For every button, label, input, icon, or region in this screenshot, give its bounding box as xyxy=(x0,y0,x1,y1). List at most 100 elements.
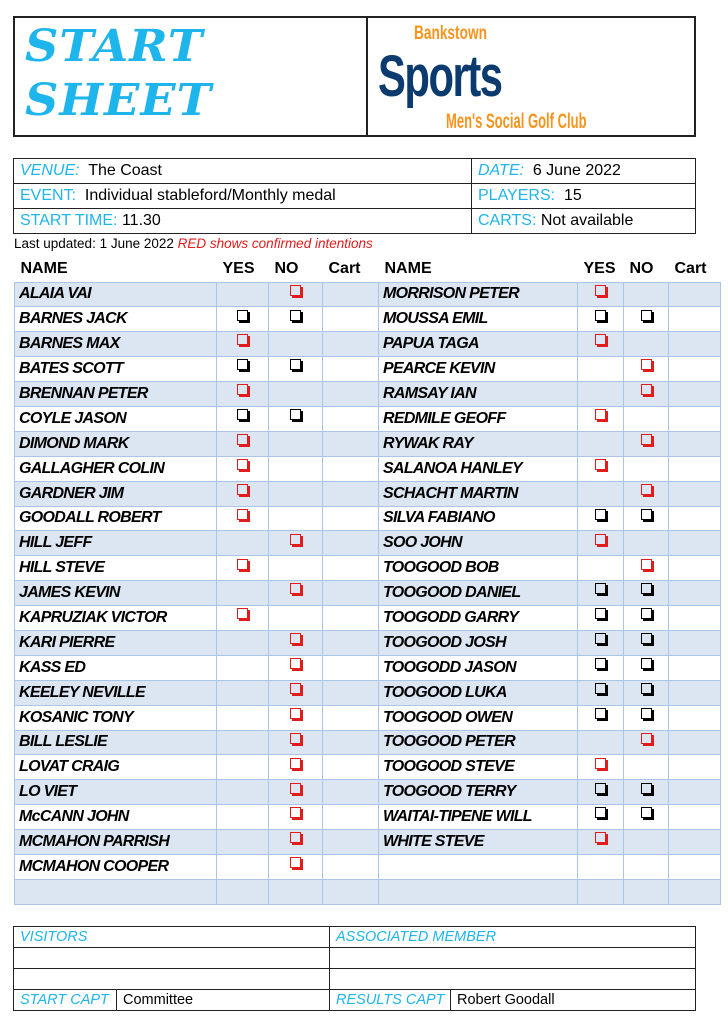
confirmed-checkbox-icon[interactable] xyxy=(640,384,652,396)
yes-cell[interactable] xyxy=(216,853,269,880)
cart-cell[interactable] xyxy=(322,281,379,308)
no-cell[interactable] xyxy=(268,306,323,333)
yes-cell[interactable] xyxy=(216,381,269,407)
confirmed-checkbox-icon[interactable] xyxy=(290,832,301,844)
no-cell[interactable] xyxy=(623,679,669,706)
cart-cell[interactable] xyxy=(322,306,379,333)
no-cell[interactable] xyxy=(623,853,669,880)
checkbox-icon[interactable] xyxy=(640,583,652,595)
confirmed-checkbox-icon[interactable] xyxy=(237,384,248,396)
checkbox-icon[interactable] xyxy=(237,309,248,321)
checkbox-icon[interactable] xyxy=(290,309,301,321)
yes-cell[interactable] xyxy=(577,853,624,880)
cart-cell[interactable] xyxy=(322,853,379,880)
checkbox-icon[interactable] xyxy=(640,782,652,794)
confirmed-checkbox-icon[interactable] xyxy=(237,483,248,495)
yes-cell[interactable] xyxy=(216,530,269,557)
yes-cell[interactable] xyxy=(216,829,269,855)
no-cell[interactable] xyxy=(268,356,323,383)
confirmed-checkbox-icon[interactable] xyxy=(640,558,652,570)
yes-cell[interactable] xyxy=(577,729,624,756)
cart-cell[interactable] xyxy=(322,679,379,706)
cart-cell[interactable] xyxy=(322,605,379,631)
confirmed-checkbox-icon[interactable] xyxy=(290,682,301,694)
yes-cell[interactable] xyxy=(216,729,269,756)
no-cell[interactable] xyxy=(623,829,669,855)
yes-cell[interactable] xyxy=(216,505,269,532)
yes-cell[interactable] xyxy=(577,679,624,706)
cart-cell[interactable] xyxy=(668,829,721,855)
confirmed-checkbox-icon[interactable] xyxy=(595,334,606,346)
cart-cell[interactable] xyxy=(668,804,721,831)
confirmed-checkbox-icon[interactable] xyxy=(595,409,606,421)
yes-cell[interactable] xyxy=(577,430,624,457)
yes-cell[interactable] xyxy=(577,405,624,432)
cart-cell[interactable] xyxy=(668,555,721,582)
yes-cell[interactable] xyxy=(577,829,624,855)
yes-cell[interactable] xyxy=(577,878,624,905)
cart-cell[interactable] xyxy=(668,281,721,308)
no-cell[interactable] xyxy=(268,281,323,308)
no-cell[interactable] xyxy=(623,356,669,383)
no-cell[interactable] xyxy=(623,629,669,656)
no-cell[interactable] xyxy=(268,605,323,631)
no-cell[interactable] xyxy=(268,804,323,831)
confirmed-checkbox-icon[interactable] xyxy=(640,434,652,446)
confirmed-checkbox-icon[interactable] xyxy=(237,434,248,446)
no-cell[interactable] xyxy=(268,430,323,457)
cart-cell[interactable] xyxy=(668,480,721,507)
no-cell[interactable] xyxy=(268,505,323,532)
cart-cell[interactable] xyxy=(668,605,721,631)
cart-cell[interactable] xyxy=(322,779,379,806)
confirmed-checkbox-icon[interactable] xyxy=(640,732,652,744)
no-cell[interactable] xyxy=(268,555,323,582)
checkbox-icon[interactable] xyxy=(290,359,301,371)
checkbox-icon[interactable] xyxy=(595,508,606,520)
checkbox-icon[interactable] xyxy=(640,608,652,620)
checkbox-icon[interactable] xyxy=(595,782,606,794)
confirmed-checkbox-icon[interactable] xyxy=(290,707,301,719)
no-cell[interactable] xyxy=(268,405,323,432)
yes-cell[interactable] xyxy=(216,779,269,806)
cart-cell[interactable] xyxy=(668,754,721,781)
associated-field[interactable] xyxy=(329,968,696,990)
yes-cell[interactable] xyxy=(577,455,624,482)
yes-cell[interactable] xyxy=(577,381,624,407)
no-cell[interactable] xyxy=(623,455,669,482)
cart-cell[interactable] xyxy=(322,555,379,582)
confirmed-checkbox-icon[interactable] xyxy=(290,782,301,794)
no-cell[interactable] xyxy=(623,878,669,905)
yes-cell[interactable] xyxy=(216,878,269,905)
confirmed-checkbox-icon[interactable] xyxy=(640,483,652,495)
no-cell[interactable] xyxy=(268,729,323,756)
no-cell[interactable] xyxy=(623,580,669,607)
no-cell[interactable] xyxy=(268,679,323,706)
no-cell[interactable] xyxy=(623,381,669,407)
no-cell[interactable] xyxy=(623,754,669,781)
yes-cell[interactable] xyxy=(577,654,624,681)
yes-cell[interactable] xyxy=(216,679,269,706)
no-cell[interactable] xyxy=(623,480,669,507)
no-cell[interactable] xyxy=(623,654,669,681)
yes-cell[interactable] xyxy=(216,804,269,831)
cart-cell[interactable] xyxy=(322,430,379,457)
cart-cell[interactable] xyxy=(322,480,379,507)
cart-cell[interactable] xyxy=(322,530,379,557)
no-cell[interactable] xyxy=(268,754,323,781)
cart-cell[interactable] xyxy=(322,580,379,607)
cart-cell[interactable] xyxy=(668,878,721,905)
no-cell[interactable] xyxy=(623,430,669,457)
no-cell[interactable] xyxy=(268,381,323,407)
no-cell[interactable] xyxy=(268,331,323,358)
confirmed-checkbox-icon[interactable] xyxy=(595,458,606,470)
confirmed-checkbox-icon[interactable] xyxy=(640,359,652,371)
yes-cell[interactable] xyxy=(216,430,269,457)
checkbox-icon[interactable] xyxy=(640,682,652,694)
no-cell[interactable] xyxy=(623,306,669,333)
confirmed-checkbox-icon[interactable] xyxy=(290,757,301,769)
cart-cell[interactable] xyxy=(322,455,379,482)
cart-cell[interactable] xyxy=(668,505,721,532)
confirmed-checkbox-icon[interactable] xyxy=(595,533,606,545)
yes-cell[interactable] xyxy=(577,704,624,731)
no-cell[interactable] xyxy=(268,779,323,806)
